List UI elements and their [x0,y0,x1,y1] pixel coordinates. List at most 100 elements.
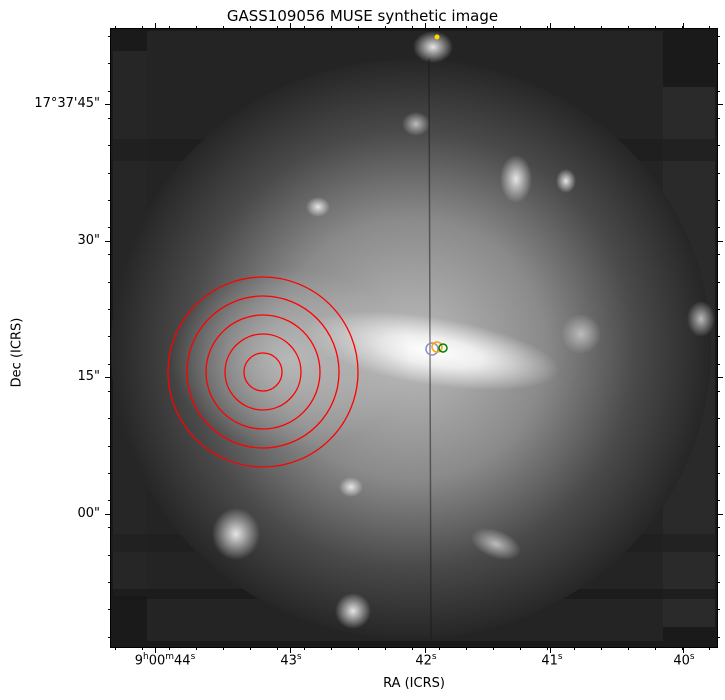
x-tick-label-ra: 43s [280,652,302,669]
y-major-tick [717,104,723,105]
aperture-circle [186,295,340,449]
minor-tick [331,647,332,650]
minor-tick [108,527,111,528]
y-major-tick [717,377,723,378]
aperture-circle [205,314,321,430]
minor-tick [108,91,111,92]
x-major-tick [290,647,291,653]
minor-tick [628,647,629,650]
marker-yellow-dot [434,34,440,40]
y-major-tick [105,241,111,242]
minor-tick [108,227,111,228]
minor-tick [439,26,440,29]
minor-tick [196,26,197,29]
y-tick-label: 15" [77,369,100,384]
image-panel [110,28,718,648]
minor-tick [223,26,224,29]
minor-tick [717,227,720,228]
y-major-tick [105,104,111,105]
minor-tick [304,26,305,29]
y-major-tick [717,514,723,515]
x-major-tick [155,23,156,29]
minor-tick [331,26,332,29]
x-major-tick [155,647,156,653]
minor-tick [108,446,111,447]
x-tick-label-ra: 40s [673,652,695,669]
x-major-tick [290,23,291,29]
minor-tick [115,647,116,650]
marker-green-circle [438,343,448,353]
minor-tick [717,336,720,337]
minor-tick [717,309,720,310]
minor-tick [108,118,111,119]
minor-tick [717,282,720,283]
aperture-circle [167,276,359,468]
minor-tick [717,364,720,365]
minor-tick [717,36,720,37]
x-tick-label-ra: 42s [415,652,437,669]
marker-orange-circle [431,341,443,353]
minor-tick [717,118,720,119]
minor-tick [547,26,548,29]
minor-tick [108,200,111,201]
minor-tick [574,647,575,650]
minor-tick [142,647,143,650]
synthetic-image [111,29,717,647]
minor-tick [412,647,413,650]
minor-tick [108,500,111,501]
minor-tick [108,36,111,37]
minor-tick [717,173,720,174]
minor-tick [108,609,111,610]
minor-tick [108,582,111,583]
minor-tick [717,63,720,64]
minor-tick [108,309,111,310]
minor-tick [304,647,305,650]
minor-tick [108,418,111,419]
minor-tick [520,647,521,650]
minor-tick [601,647,602,650]
x-major-tick [425,647,426,653]
minor-tick [169,26,170,29]
minor-tick [717,527,720,528]
minor-tick [682,647,683,650]
minor-tick [601,26,602,29]
minor-tick [412,26,413,29]
x-major-tick [550,647,551,653]
minor-tick [439,647,440,650]
minor-tick [466,647,467,650]
y-tick-label: 17°37'45" [34,96,100,111]
minor-tick [108,145,111,146]
minor-tick [277,647,278,650]
minor-tick [250,26,251,29]
minor-tick [628,26,629,29]
minor-tick [277,26,278,29]
minor-tick [717,582,720,583]
minor-tick [717,446,720,447]
minor-tick [655,26,656,29]
y-axis-title: Dec (ICRS) [9,317,25,388]
y-tick-label: 30" [77,233,100,248]
aperture-circles [167,276,359,468]
aperture-circle [243,352,283,392]
minor-tick [717,254,720,255]
minor-tick [717,473,720,474]
minor-tick [108,254,111,255]
minor-tick [250,647,251,650]
minor-tick [108,173,111,174]
minor-tick [385,647,386,650]
minor-tick [493,647,494,650]
y-major-tick [717,241,723,242]
x-tick-label-ra: 9h00m44s [134,652,196,669]
minor-tick [547,647,548,650]
x-major-tick [683,647,684,653]
minor-tick [108,473,111,474]
minor-tick [717,200,720,201]
minor-tick [717,145,720,146]
minor-tick [108,555,111,556]
minor-tick [466,26,467,29]
figure-title: GASS109056 MUSE synthetic image [226,7,499,25]
minor-tick [709,647,710,650]
minor-tick [709,26,710,29]
minor-tick [196,647,197,650]
minor-tick [574,26,575,29]
